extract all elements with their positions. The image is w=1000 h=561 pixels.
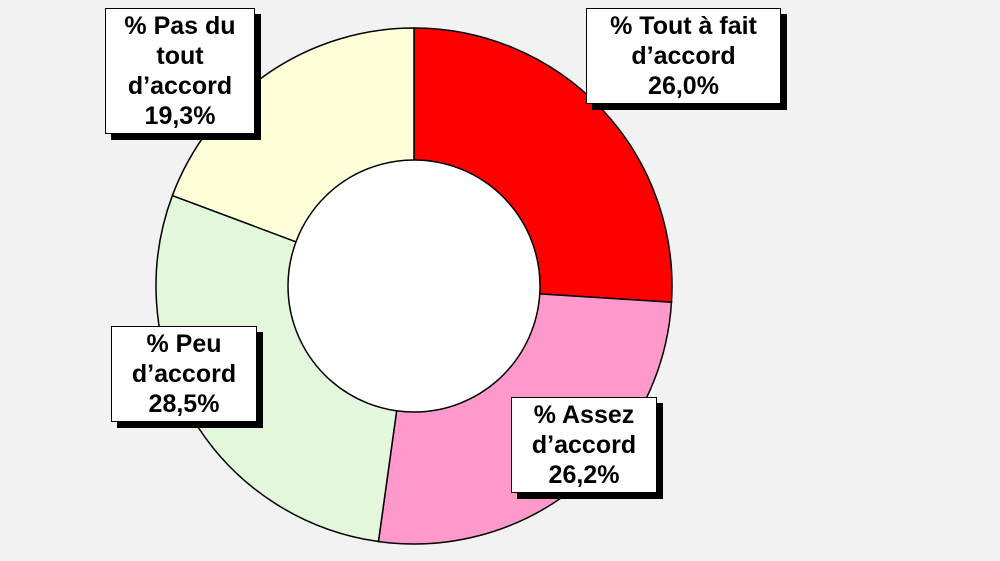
label-assez-daccord: % Assez d’accord 26,2% <box>511 397 657 493</box>
slice-value: 28,5% <box>148 390 220 418</box>
label-line: d’accord <box>127 72 233 100</box>
slice-value: 26,0% <box>648 72 719 100</box>
label-line: % Tout à fait <box>610 12 757 40</box>
slice-value: 19,3% <box>144 102 216 130</box>
donut-hole <box>287 159 541 413</box>
label-line: d’accord <box>531 431 637 459</box>
label-tout-a-fait-daccord: % Tout à fait d’accord 26,0% <box>586 8 781 104</box>
label-line: tout <box>156 42 204 70</box>
label-peu-daccord: % Peu d’accord 28,5% <box>111 326 257 422</box>
label-line: % Peu <box>146 330 222 358</box>
label-line: d’accord <box>131 360 237 388</box>
label-line: d’accord <box>631 42 736 70</box>
label-line: % Pas du <box>124 12 236 40</box>
label-pas-du-tout-daccord: % Pas du tout d’accord 19,3% <box>105 8 255 134</box>
slice-value: 26,2% <box>548 461 620 489</box>
label-line: % Assez <box>533 401 635 429</box>
